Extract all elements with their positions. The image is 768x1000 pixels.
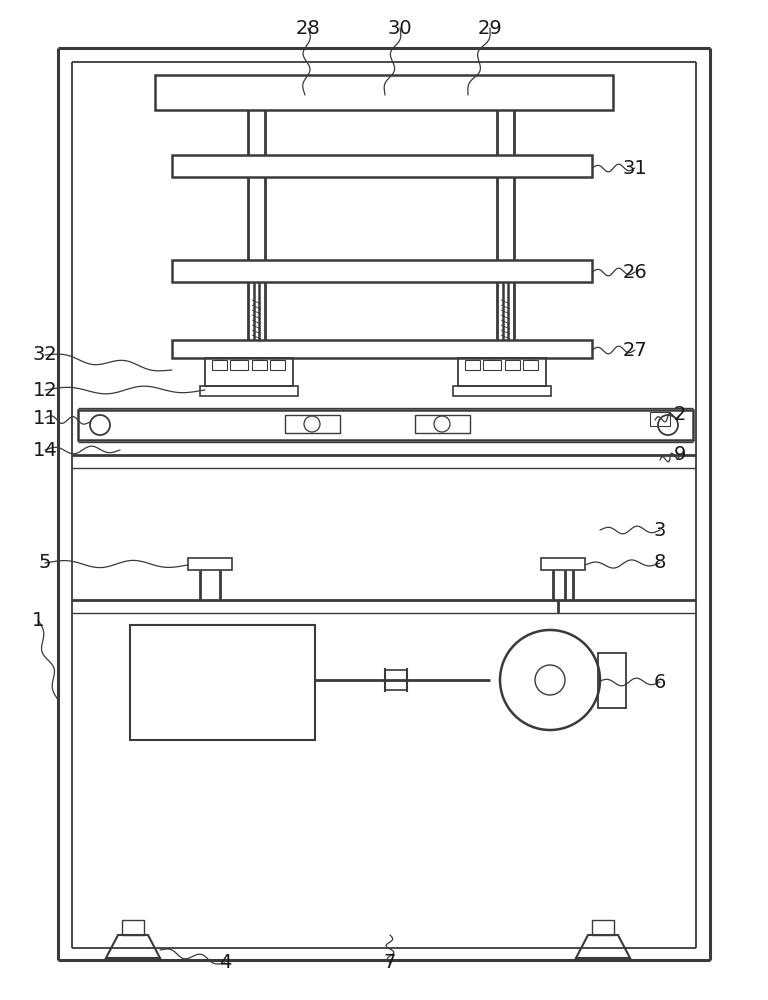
Text: 30: 30 bbox=[388, 18, 412, 37]
Text: 5: 5 bbox=[38, 554, 51, 572]
Bar bbox=[523, 360, 538, 370]
Bar bbox=[453, 386, 551, 396]
Bar bbox=[172, 340, 592, 358]
Text: 26: 26 bbox=[623, 262, 647, 282]
Bar bbox=[200, 386, 298, 396]
Bar bbox=[122, 920, 144, 935]
Text: 8: 8 bbox=[654, 554, 666, 572]
Bar bbox=[270, 360, 285, 370]
Text: 28: 28 bbox=[296, 18, 320, 37]
Bar bbox=[458, 358, 546, 386]
Text: 3: 3 bbox=[654, 520, 666, 540]
Bar bbox=[230, 360, 248, 370]
Bar bbox=[465, 360, 480, 370]
Bar bbox=[385, 670, 407, 690]
Bar bbox=[650, 412, 670, 426]
Text: 32: 32 bbox=[32, 346, 58, 364]
Bar bbox=[172, 155, 592, 177]
Bar bbox=[592, 920, 614, 935]
Bar bbox=[205, 358, 293, 386]
Bar bbox=[598, 653, 626, 708]
Text: 9: 9 bbox=[674, 446, 686, 464]
Bar bbox=[483, 360, 501, 370]
Text: 29: 29 bbox=[478, 18, 502, 37]
Text: 14: 14 bbox=[32, 440, 58, 460]
Text: 27: 27 bbox=[623, 340, 647, 360]
Bar bbox=[505, 360, 520, 370]
Text: 2: 2 bbox=[674, 406, 686, 424]
Bar bbox=[541, 558, 585, 570]
Text: 31: 31 bbox=[623, 158, 647, 178]
Bar bbox=[212, 360, 227, 370]
Bar bbox=[415, 415, 470, 433]
Text: 1: 1 bbox=[31, 610, 45, 630]
Bar bbox=[172, 260, 592, 282]
Text: 6: 6 bbox=[654, 672, 666, 692]
Bar bbox=[252, 360, 267, 370]
Bar bbox=[130, 625, 315, 740]
Bar bbox=[188, 558, 232, 570]
Bar bbox=[78, 410, 693, 440]
Text: 11: 11 bbox=[32, 408, 58, 428]
Text: 7: 7 bbox=[384, 954, 396, 972]
Text: 12: 12 bbox=[32, 380, 58, 399]
Bar bbox=[285, 415, 340, 433]
Bar bbox=[155, 75, 613, 110]
Text: 4: 4 bbox=[219, 954, 231, 972]
